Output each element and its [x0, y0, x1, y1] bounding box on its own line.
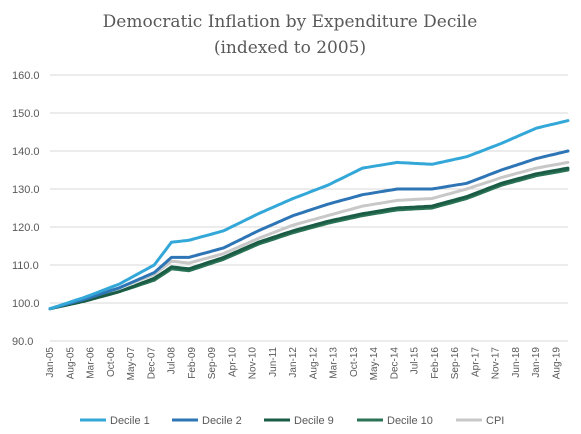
gridlines [50, 74, 568, 342]
series-line-decile-2 [48, 149, 570, 311]
x-tick-label: Aug-05 [65, 347, 76, 380]
x-tick-label: Jun-11 [268, 347, 279, 377]
x-tick-label: Dec-14 [389, 347, 400, 380]
legend-label-decile-1: Decile 1 [110, 415, 150, 427]
x-tick-label: Feb-09 [187, 347, 198, 379]
series-line-decile-9 [48, 166, 570, 311]
x-tick-label: May-14 [369, 347, 380, 381]
legend-label-decile-2: Decile 2 [202, 415, 242, 427]
x-tick-label: May-07 [126, 347, 137, 381]
x-tick-label: Jan-19 [531, 347, 542, 378]
x-tick-label: Nov-10 [248, 347, 259, 380]
x-tick-label: Apr-17 [470, 347, 481, 377]
series-line-decile-1 [48, 119, 570, 311]
x-tick-label: Jan-05 [45, 347, 56, 378]
x-tick-label: Aug-19 [551, 347, 562, 380]
legend: Decile 1 Decile 2 Decile 9 Decile 10 CPI [80, 415, 504, 427]
chart-title: Democratic Inflation by Expenditure Deci… [103, 12, 478, 32]
x-tick-label: Mar-13 [329, 347, 340, 379]
x-axis: Jan-05 Aug-05 Mar-06 Oct-06 May-07 Dec-07 Jul-… [45, 347, 562, 381]
y-tick-label: 150.0 [12, 108, 40, 120]
legend-label-cpi: CPI [486, 415, 504, 427]
y-axis: 160.0 150.0 140.0 130.0 120.0 110.0 100.0 90.0 [12, 70, 40, 348]
x-tick-label: Jun-18 [511, 347, 522, 378]
legend-label-decile-9: Decile 9 [294, 415, 334, 427]
x-tick-label: Dec-07 [146, 347, 157, 380]
y-tick-label: 140.0 [12, 146, 40, 158]
x-tick-label: Feb-16 [430, 347, 441, 379]
x-tick-label: Mar-06 [86, 347, 97, 379]
x-tick-label: Apr-10 [227, 347, 238, 377]
chart-subtitle: (indexed to 2005) [214, 38, 366, 58]
x-tick-label: Jan-12 [288, 347, 299, 378]
x-tick-label: Nov-17 [491, 347, 502, 380]
series-line-cpi [48, 160, 570, 311]
x-tick-label: Aug-12 [308, 347, 319, 380]
y-tick-label: 130.0 [12, 184, 40, 196]
y-tick-label: 110.0 [12, 260, 39, 272]
plot-area [48, 119, 570, 311]
x-tick-label: Jul-08 [167, 347, 178, 375]
x-tick-label: Oct-13 [349, 347, 360, 377]
y-tick-label: 160.0 [12, 70, 40, 82]
legend-label-decile-10: Decile 10 [387, 415, 433, 427]
x-tick-label: Sep-16 [450, 347, 461, 380]
y-tick-label: 90.0 [12, 336, 33, 348]
x-tick-label: Sep-09 [207, 347, 218, 380]
x-tick-label: Jul-15 [410, 347, 421, 375]
y-tick-label: 100.0 [12, 298, 40, 310]
y-tick-label: 120.0 [12, 222, 40, 234]
x-tick-label: Oct-06 [106, 347, 117, 377]
